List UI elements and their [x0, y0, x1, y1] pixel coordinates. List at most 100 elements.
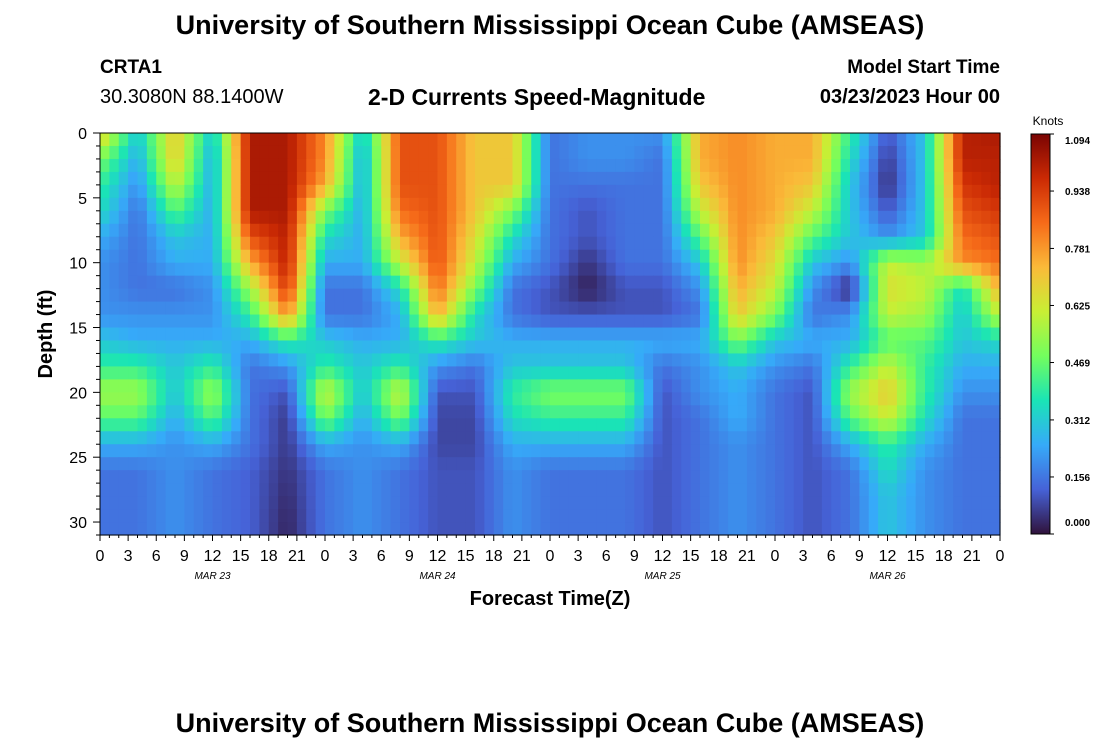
- heatmap-cell: [681, 288, 692, 303]
- heatmap-cell: [550, 470, 560, 484]
- heatmap-cell: [746, 184, 757, 199]
- heatmap-cell: [587, 483, 598, 497]
- heatmap-cell: [559, 145, 570, 160]
- heatmap-cell: [915, 249, 926, 264]
- heatmap-cell: [728, 470, 739, 484]
- heatmap-cell: [531, 379, 542, 393]
- heatmap-cell: [803, 145, 814, 160]
- heatmap-cell: [325, 314, 335, 329]
- heatmap-cell: [568, 327, 579, 342]
- heatmap-cell: [409, 509, 420, 523]
- heatmap-cell: [868, 133, 879, 147]
- heatmap-cell: [550, 223, 560, 238]
- heatmap-cell: [634, 470, 645, 484]
- heatmap-cell: [521, 133, 532, 147]
- heatmap-cell: [362, 262, 373, 277]
- heatmap-cell: [531, 314, 542, 329]
- heatmap-cell: [559, 457, 570, 471]
- heatmap-cell: [812, 431, 823, 445]
- heatmap-cell: [625, 405, 635, 419]
- heatmap-cell: [990, 249, 1001, 264]
- heatmap-cell: [981, 340, 992, 355]
- heatmap-cell: [653, 431, 664, 445]
- heatmap-cell: [643, 470, 654, 484]
- heatmap-cell: [250, 392, 260, 406]
- heatmap-cell: [596, 288, 607, 303]
- heatmap-cell: [512, 301, 523, 316]
- heatmap-cell: [990, 509, 1001, 523]
- heatmap-cell: [840, 249, 851, 264]
- heatmap-cell: [746, 301, 757, 316]
- heatmap-cell: [484, 301, 495, 316]
- heatmap-cell: [325, 470, 335, 484]
- heatmap-cell: [371, 496, 382, 510]
- heatmap-cell: [446, 262, 457, 277]
- heatmap-cell: [184, 197, 195, 212]
- heatmap-cell: [746, 366, 757, 380]
- heatmap-cell: [531, 158, 542, 173]
- heatmap-cell: [775, 431, 785, 445]
- date-label: MAR 26: [869, 571, 906, 582]
- heatmap-cell: [343, 405, 354, 419]
- heatmap-cell: [146, 353, 157, 368]
- heatmap-cell: [325, 418, 335, 432]
- heatmap-cell: [400, 496, 410, 510]
- heatmap-cell: [184, 522, 195, 536]
- heatmap-cell: [475, 366, 485, 380]
- heatmap-cell: [587, 158, 598, 173]
- heatmap-cell: [793, 210, 804, 225]
- heatmap-cell: [906, 145, 917, 160]
- heatmap-cell: [812, 418, 823, 432]
- heatmap-cell: [906, 379, 917, 393]
- heatmap-cell: [137, 171, 148, 186]
- heatmap-cell: [465, 340, 476, 355]
- heatmap-cell: [531, 457, 542, 471]
- heatmap-cell: [850, 392, 860, 406]
- heatmap-cell: [887, 145, 898, 160]
- heatmap-cell: [840, 418, 851, 432]
- heatmap-cell: [268, 210, 279, 225]
- heatmap-cell: [240, 158, 251, 173]
- heatmap-cell: [503, 171, 514, 186]
- heatmap-cell: [681, 379, 692, 393]
- heatmap-cell: [371, 171, 382, 186]
- heatmap-cell: [203, 184, 214, 199]
- heatmap-cell: [531, 262, 542, 277]
- heatmap-cell: [831, 405, 842, 419]
- heatmap-cell: [175, 353, 185, 368]
- heatmap-cell: [840, 392, 851, 406]
- heatmap-cell: [437, 444, 448, 458]
- heatmap-cell: [803, 340, 814, 355]
- heatmap-cell: [784, 366, 795, 380]
- heatmap-cell: [943, 444, 954, 458]
- heatmap-cell: [803, 405, 814, 419]
- heatmap-cell: [681, 171, 692, 186]
- heatmap-cell: [240, 288, 251, 303]
- heatmap-cell: [465, 366, 476, 380]
- heatmap-cell: [240, 366, 251, 380]
- heatmap-cell: [990, 444, 1001, 458]
- heatmap-cell: [146, 405, 157, 419]
- heatmap-cell: [878, 522, 889, 536]
- heatmap-cell: [512, 275, 523, 290]
- x-axis: 0 3 6 9 12 15 18 21 0 3 6 9 12 15 18 21 0 3 6 9 12 15 18 21 0 3 6 9…: [96, 535, 1005, 582]
- heatmap-cell: [690, 431, 701, 445]
- heatmap-cell: [334, 444, 345, 458]
- heatmap-cell: [962, 275, 973, 290]
- heatmap-cell: [484, 210, 495, 225]
- heatmap-cell: [409, 197, 420, 212]
- heatmap-cell: [428, 418, 439, 432]
- heatmap-cell: [371, 301, 382, 316]
- heatmap-cell: [981, 353, 992, 368]
- heatmap-cell: [971, 262, 982, 277]
- heatmap-cell: [250, 379, 260, 393]
- heatmap-cell: [925, 210, 935, 225]
- x-tick-label: 9: [630, 548, 639, 565]
- heatmap-cell: [728, 483, 739, 497]
- heatmap-cell: [484, 184, 495, 199]
- heatmap-cell: [137, 133, 148, 147]
- heatmap-cell: [700, 353, 710, 368]
- heatmap-cell: [268, 236, 279, 251]
- heatmap-cell: [681, 275, 692, 290]
- heatmap-cell: [231, 133, 242, 147]
